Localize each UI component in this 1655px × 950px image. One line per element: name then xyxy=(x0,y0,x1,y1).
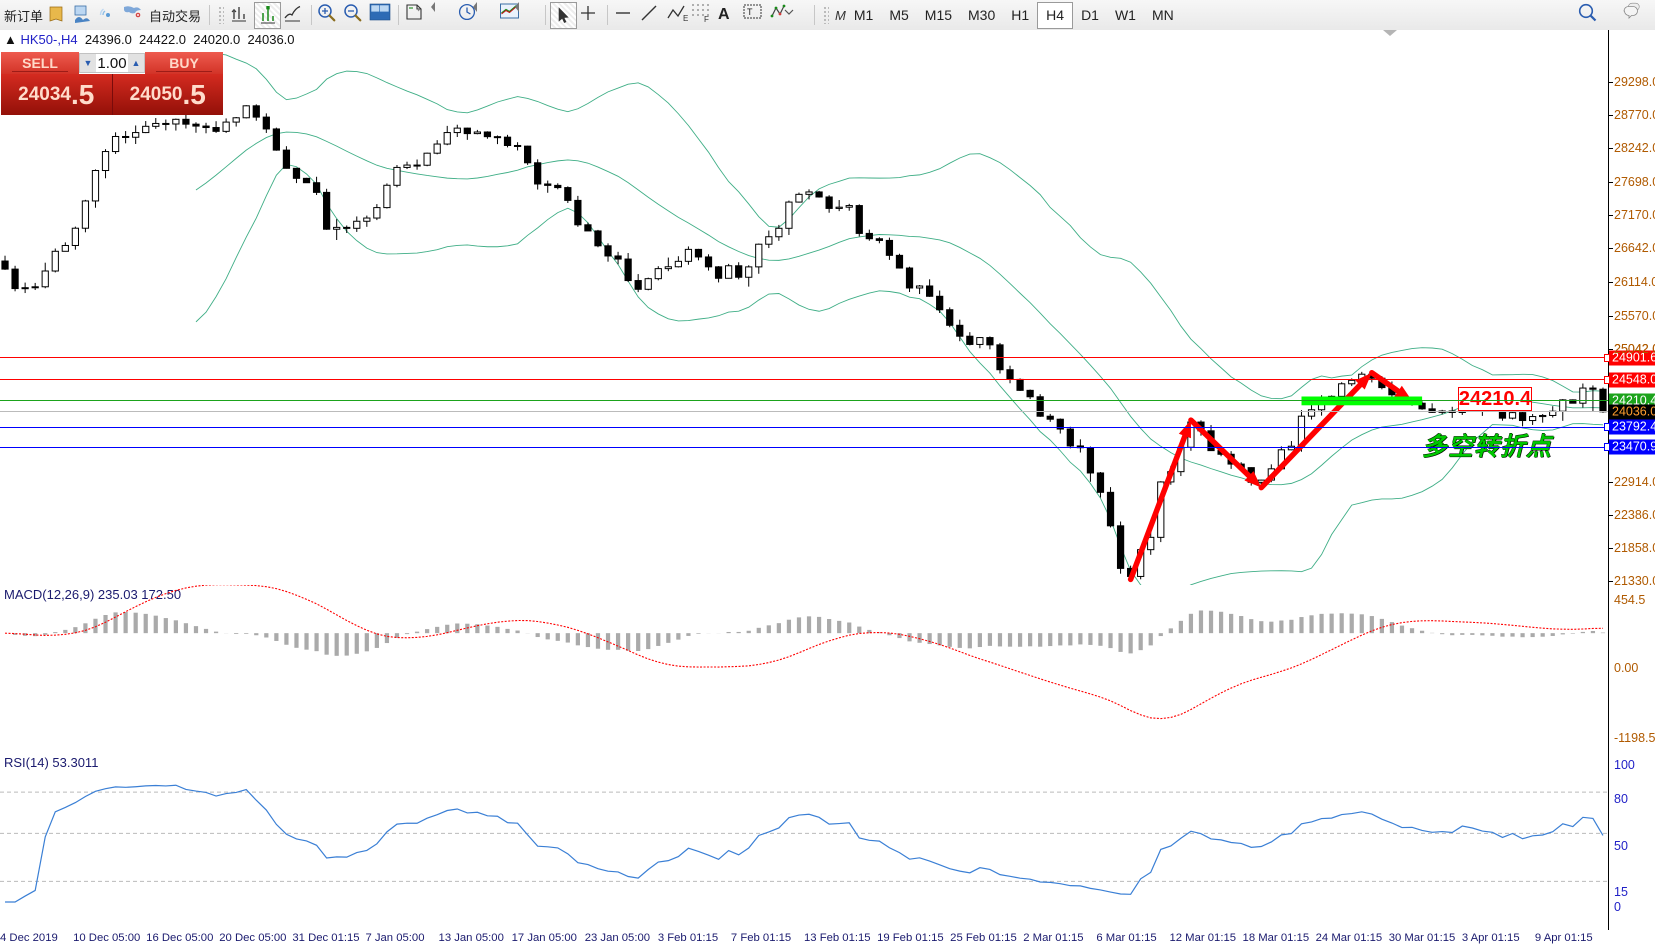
svg-text:F: F xyxy=(704,15,709,24)
svg-text:A: A xyxy=(718,6,730,23)
svg-text:T: T xyxy=(747,7,753,17)
svg-text:E: E xyxy=(683,14,688,23)
